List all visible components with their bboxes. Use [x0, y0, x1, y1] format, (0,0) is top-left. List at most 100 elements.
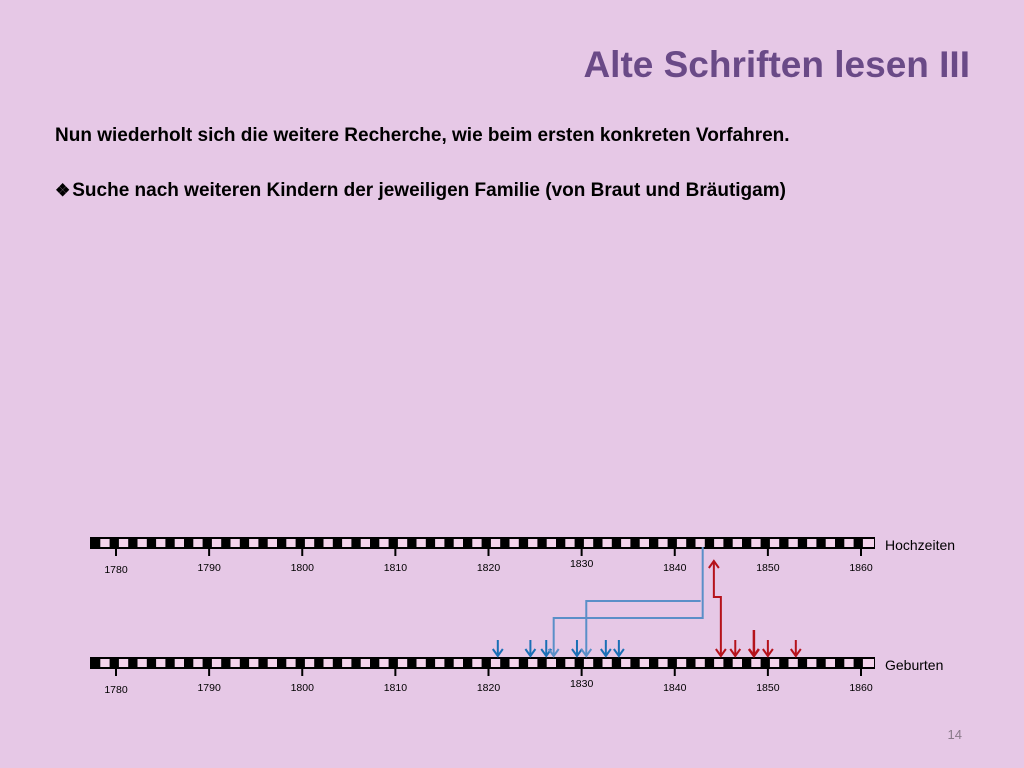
row-label-geburten: Geburten: [885, 657, 943, 673]
red-birth-arrow-1-head: [762, 648, 774, 658]
timeline-block-0-24: [537, 539, 547, 547]
timeline-block-0-35: [742, 539, 752, 547]
timeline-block-0-21: [481, 539, 491, 547]
timeline-block-1-38: [797, 659, 808, 667]
year-label: 1860: [849, 562, 873, 574]
timeline-block-1-25: [556, 659, 566, 667]
timeline-block-0-37: [779, 539, 789, 547]
timeline-block-0-22: [500, 539, 510, 547]
timeline-block-1-35: [742, 659, 752, 667]
timeline-block-0-14: [351, 539, 361, 547]
timeline-block-1-32: [686, 659, 696, 667]
timeline-block-1-9: [258, 659, 268, 667]
timeline-block-0-33: [704, 539, 715, 547]
year-label: 1840: [663, 562, 687, 574]
timeline-block-0-7: [221, 539, 231, 547]
wedding-connector: [712, 561, 722, 654]
timeline-block-1-4: [165, 659, 175, 667]
timeline-block-0-2: [128, 539, 138, 547]
timeline-block-0-10: [277, 539, 287, 547]
year-label: 1850: [756, 562, 780, 574]
wedding-connector-down-head: [715, 648, 727, 658]
timeline-block-1-31: [667, 659, 677, 667]
timeline-block-1-40: [835, 659, 845, 667]
marriage-connector-2: [585, 600, 701, 654]
timeline-block-0-40: [835, 539, 845, 547]
timeline-block-0-0: [91, 539, 101, 547]
timeline-block-0-11: [295, 539, 305, 547]
timeline-block-0-25: [556, 539, 566, 547]
red-birth-arrow-0-head: [729, 648, 742, 658]
year-label: 1820: [477, 562, 501, 574]
timeline-block-1-19: [444, 659, 454, 667]
timeline-block-1-33: [704, 659, 715, 667]
marriage-connector-2-head: [580, 648, 593, 658]
year-label: 1790: [197, 562, 221, 574]
timeline-block-1-26: [574, 659, 584, 667]
timeline-block-1-2: [128, 659, 138, 667]
bullet-item: ❖ Suche nach weiteren Kindern der jeweili…: [55, 180, 786, 202]
timeline-block-0-17: [407, 539, 417, 547]
timeline-block-0-38: [797, 539, 808, 547]
year-label: 1800: [291, 682, 315, 694]
year-label: 1790: [197, 682, 221, 694]
timeline-block-0-39: [816, 539, 826, 547]
timeline-block-1-5: [184, 659, 194, 667]
page-number: 14: [947, 727, 962, 742]
timeline-block-1-22: [500, 659, 510, 667]
intro-paragraph: Nun wiederholt sich die weitere Recherch…: [55, 125, 790, 146]
year-label: 1820: [477, 682, 501, 694]
blue-birth-arrow-3-head: [571, 648, 583, 658]
timeline-block-1-23: [518, 659, 529, 667]
timeline-block-1-1: [109, 659, 119, 667]
timeline-block-0-18: [425, 539, 436, 547]
blue-birth-arrow-1-head: [524, 648, 537, 658]
slide-title: Alte Schriften lesen III: [583, 44, 970, 85]
timeline-block-0-32: [686, 539, 696, 547]
bullet-diamond-icon: ❖: [55, 181, 71, 200]
year-label: 1850: [756, 682, 780, 694]
timeline-block-1-24: [537, 659, 547, 667]
year-label: 1810: [384, 562, 408, 574]
timeline-block-1-30: [649, 659, 659, 667]
timeline-block-0-1: [109, 539, 119, 547]
timeline-block-1-16: [388, 659, 398, 667]
timeline-block-1-39: [816, 659, 826, 667]
timeline-block-0-31: [667, 539, 677, 547]
timeline-block-1-6: [202, 659, 212, 667]
timeline-block-0-16: [388, 539, 398, 547]
timeline-block-1-7: [221, 659, 231, 667]
timeline-block-1-17: [407, 659, 417, 667]
timeline-block-0-30: [649, 539, 659, 547]
timeline-block-1-41: [853, 659, 863, 667]
timeline-block-0-36: [760, 539, 770, 547]
timeline-block-1-37: [779, 659, 789, 667]
blue-birth-arrow-4-head: [600, 648, 612, 658]
wedding-connector-up-head: [708, 559, 720, 569]
timeline-block-1-10: [277, 659, 287, 667]
marriage-connector-1: [552, 547, 704, 654]
year-label: 1780: [104, 564, 128, 576]
year-label: 1860: [849, 682, 873, 694]
timeline-block-1-14: [351, 659, 361, 667]
timeline-block-1-34: [723, 659, 733, 667]
row-label-hochzeiten: Hochzeiten: [885, 537, 955, 553]
dark-red-birth-arrow-0-head: [747, 648, 760, 659]
timeline-block-0-41: [853, 539, 863, 547]
timeline-block-0-15: [370, 539, 380, 547]
year-label: 1810: [384, 682, 408, 694]
timeline-block-1-12: [314, 659, 324, 667]
bullet-text: Suche nach weiteren Kindern der jeweilig…: [72, 180, 786, 201]
timeline-block-1-0: [91, 659, 101, 667]
timeline-block-0-29: [630, 539, 640, 547]
timeline-block-0-13: [332, 539, 343, 547]
red-birth-arrow-2-head: [789, 648, 802, 658]
timeline-block-0-8: [239, 539, 250, 547]
timeline-block-1-36: [760, 659, 770, 667]
blue-birth-arrow-0-head: [491, 648, 504, 658]
year-label: 1840: [663, 682, 687, 694]
timeline-block-1-27: [593, 659, 603, 667]
timeline-block-1-20: [463, 659, 473, 667]
timeline-block-0-6: [202, 539, 212, 547]
year-label: 1830: [570, 678, 594, 690]
